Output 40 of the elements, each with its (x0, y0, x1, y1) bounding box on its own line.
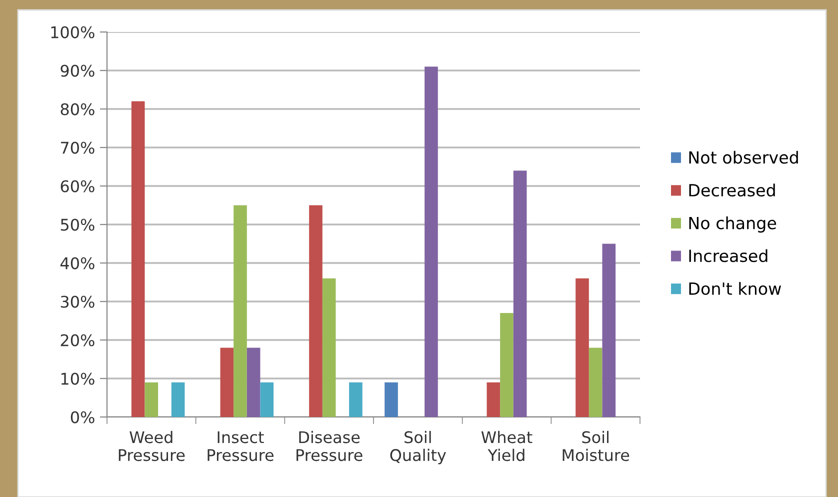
legend-label: Not observed (689, 150, 798, 164)
bar (144, 382, 158, 417)
y-tick-label: 50% (60, 218, 94, 231)
bar (424, 66, 438, 417)
legend-label: Increased (689, 249, 768, 262)
legend-label: Decreased (689, 184, 775, 197)
x-tick-label: Disease Pressure (296, 430, 362, 462)
legend-label: No change (689, 216, 776, 233)
bar (500, 313, 514, 417)
bar (171, 382, 185, 417)
x-tick-label: Insect Pressure (208, 431, 274, 462)
bar (513, 170, 527, 417)
bar (322, 278, 336, 417)
y-tick-label: 70% (61, 142, 94, 154)
x-tick-label: Soil Moisture (562, 430, 630, 462)
x-tick-label: Wheat Yield (481, 430, 532, 462)
y-tick-label: 30% (60, 296, 94, 308)
x-tick-label: Weed Pressure (118, 430, 185, 462)
bar (131, 101, 145, 417)
y-tick-label: 0% (70, 411, 94, 424)
bar (602, 244, 616, 417)
y-tick-label: 10% (61, 372, 94, 385)
legend-label: Don't know (689, 282, 782, 295)
bar (576, 278, 589, 417)
bar (588, 348, 602, 417)
bar (246, 348, 260, 417)
y-tick-label: 60% (60, 180, 94, 192)
y-tick-label: 20% (60, 334, 94, 346)
bar (486, 382, 500, 417)
bar (260, 382, 274, 417)
y-tick-label: 100% (51, 26, 94, 38)
x-tick-label: Soil Quality (390, 430, 446, 464)
bar (220, 348, 234, 417)
bar (349, 382, 362, 417)
y-tick-label: 90% (60, 64, 94, 77)
y-tick-label: 80% (60, 103, 94, 116)
bar (234, 205, 247, 417)
bar (309, 205, 322, 417)
y-tick-label: 40% (60, 257, 94, 270)
bar (384, 382, 398, 417)
